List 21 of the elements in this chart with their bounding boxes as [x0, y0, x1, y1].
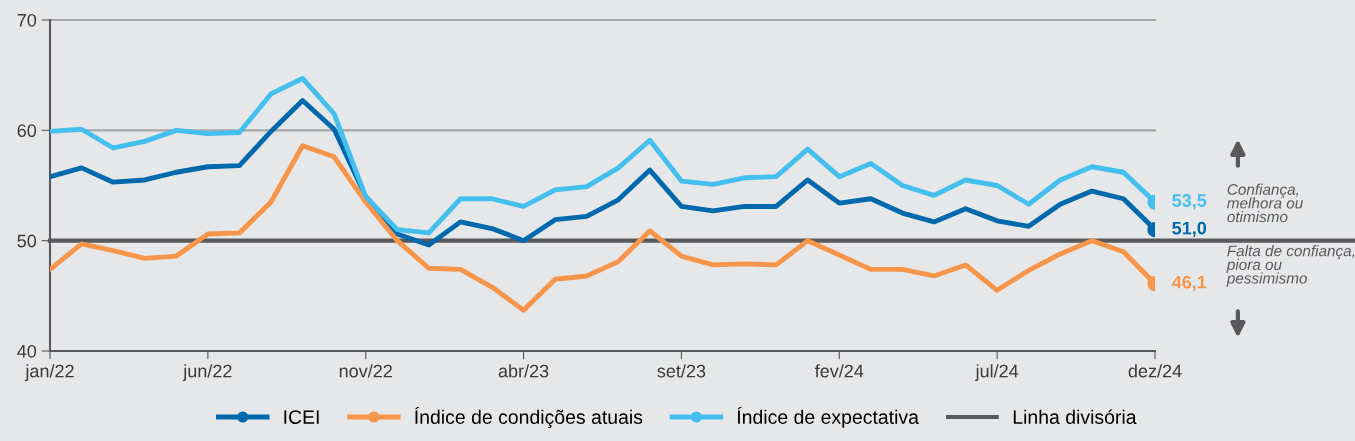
data-label: 46,1: [1171, 275, 1207, 292]
legend-label: ICEI: [284, 410, 319, 424]
x-tick-label: jan/22: [24, 364, 74, 382]
x-tick-label: jul/24: [975, 364, 1019, 382]
legend-label: Índice de condições atuais: [415, 406, 643, 428]
y-tick-label: 60: [17, 124, 37, 138]
x-tick-label: fev/24: [814, 364, 864, 378]
legend-label: Linha divisória: [1013, 409, 1137, 424]
y-tick-label: 70: [17, 13, 37, 27]
data-label: 51,0: [1172, 221, 1207, 238]
x-tick-label: abr/23: [498, 364, 549, 378]
data-label: 53,5: [1172, 194, 1207, 210]
x-tick-label: dez/24: [1128, 364, 1182, 378]
text: Falta de confiança, piora ou pessimismo: [1226, 245, 1355, 287]
legend-label: Índice de expectativa: [737, 406, 919, 428]
x-tick-label: set/23: [657, 364, 706, 378]
y-tick-label: 40: [17, 344, 37, 358]
x-tick-label: jun/22: [182, 364, 232, 382]
x-tick-label: nov/22: [339, 364, 392, 378]
y-tick-label: 50: [17, 234, 37, 248]
text: Confiança, melhora ou otimismo: [1227, 183, 1303, 223]
